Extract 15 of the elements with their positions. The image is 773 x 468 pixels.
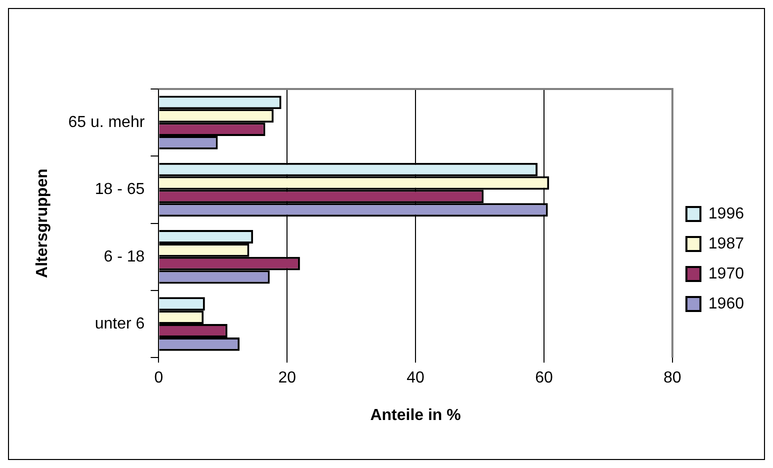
legend-label: 1996 bbox=[708, 205, 744, 222]
y-tick-label: 6 - 18 bbox=[104, 248, 145, 266]
y-tick-label: 18 - 65 bbox=[94, 181, 145, 198]
x-tick-label: 80 bbox=[664, 370, 682, 387]
legend-label: 1987 bbox=[708, 235, 744, 252]
x-tick-label: 40 bbox=[406, 370, 425, 387]
y-tick-label: 65 u. mehr bbox=[68, 114, 146, 131]
legend-label: 1970 bbox=[708, 265, 744, 282]
x-tick-label: 0 bbox=[154, 370, 164, 387]
y-axis-title: Altersgruppen bbox=[34, 168, 52, 278]
legend-label: 1960 bbox=[708, 295, 744, 312]
y-tick-label: unter 6 bbox=[94, 315, 145, 332]
x-axis-title: Anteile in % bbox=[370, 406, 461, 424]
x-tick-label: 60 bbox=[535, 370, 553, 387]
x-tick-label: 20 bbox=[278, 370, 296, 387]
